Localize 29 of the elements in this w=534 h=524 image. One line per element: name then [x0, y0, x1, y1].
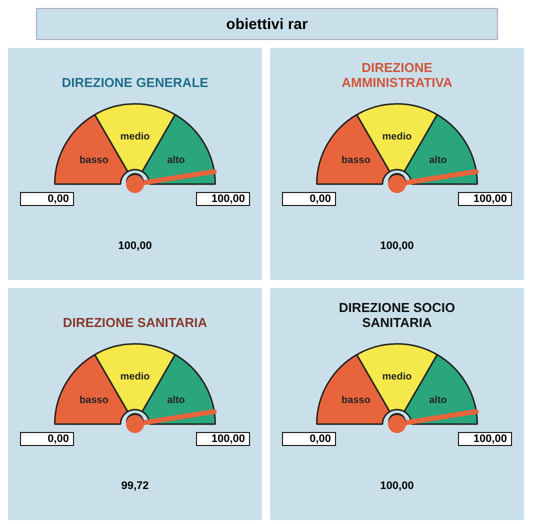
text: 100,00: [380, 240, 414, 252]
slice-label: alto: [429, 395, 447, 406]
text: obiettivi rar: [36, 8, 498, 40]
text: 100,00: [118, 240, 152, 252]
text: 100,00: [196, 192, 250, 206]
chart-title: DIREZIONE SANITARIA: [62, 314, 208, 330]
text: 100,00: [458, 432, 512, 446]
slice-label: basso: [80, 395, 108, 406]
slice-label: medio: [382, 372, 412, 383]
text: 0,00: [282, 432, 336, 446]
text: 100,00: [458, 192, 512, 206]
chart-title: DIREZIONE AMMINISTRATIVA: [340, 59, 454, 90]
slice-label: medio: [382, 132, 412, 143]
chart-title: DIREZIONE GENERALE: [60, 74, 210, 90]
text: 100,00: [380, 480, 414, 492]
slice-label: medio: [120, 372, 150, 383]
slice-label: medio: [120, 132, 150, 143]
text: 0,00: [20, 432, 74, 446]
slice-label: alto: [429, 155, 447, 166]
slice-label: basso: [342, 395, 370, 406]
text: 100,00: [196, 432, 250, 446]
text: 99,72: [121, 480, 149, 492]
slice-label: alto: [167, 155, 185, 166]
text: 0,00: [20, 192, 74, 206]
slice-label: basso: [342, 155, 370, 166]
slice-label: basso: [80, 155, 108, 166]
text: 0,00: [282, 192, 336, 206]
slice-label: alto: [167, 395, 185, 406]
chart-title: DIREZIONE SOCIO SANITARIA: [338, 299, 456, 330]
